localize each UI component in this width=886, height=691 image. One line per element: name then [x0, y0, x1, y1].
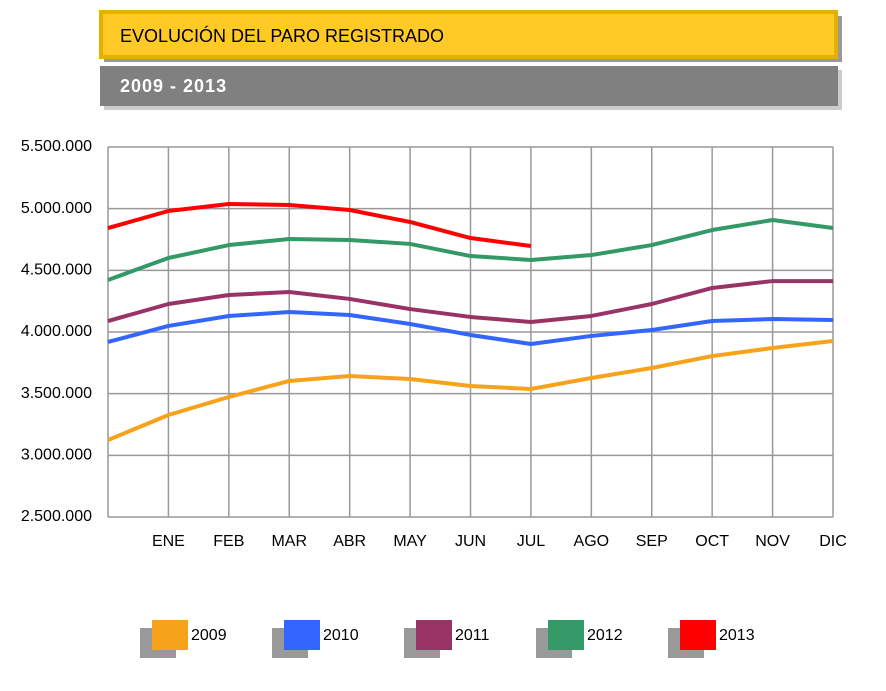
x-tick-label: MAY: [393, 533, 427, 550]
y-tick-label: 4.500.000: [21, 262, 92, 279]
x-tick-label: AGO: [574, 533, 610, 550]
x-tick-label: ABR: [333, 533, 366, 550]
x-tick-label: ENE: [152, 533, 185, 550]
series-line: [107, 279, 833, 325]
y-tick-label: 4.000.000: [21, 323, 92, 340]
x-tick-label: JUN: [455, 533, 486, 550]
x-tick-label: FEB: [213, 533, 244, 550]
legend-swatch: [680, 620, 716, 650]
x-tick-label: JUL: [517, 533, 546, 550]
x-tick-label: OCT: [695, 533, 729, 550]
legend-label: 2011: [455, 627, 490, 644]
y-tick-label: 5.000.000: [21, 200, 92, 217]
y-tick-label: 3.500.000: [21, 385, 92, 402]
chart-title: EVOLUCIÓN DEL PARO REGISTRADO: [120, 25, 444, 46]
series-line: [107, 201, 532, 249]
x-tick-label: DIC: [819, 533, 847, 550]
legend-label: 2012: [587, 627, 623, 644]
y-tick-label: 3.000.000: [21, 447, 92, 464]
legend-swatch: [416, 620, 452, 650]
legend-label: 2009: [191, 627, 227, 644]
x-tick-label: MAR: [271, 533, 307, 550]
legend-swatch: [284, 620, 320, 650]
series-line: [107, 218, 834, 282]
x-tick-label: SEP: [636, 533, 668, 550]
series-line: [107, 339, 834, 442]
title-box: [99, 10, 838, 59]
legend-swatch: [548, 620, 584, 650]
legend-label: 2010: [323, 627, 359, 644]
legend-label: 2013: [719, 627, 755, 644]
subtitle-box: [100, 66, 838, 106]
y-tick-label: 2.500.000: [21, 508, 92, 525]
legend-swatch: [152, 620, 188, 650]
x-tick-label: NOV: [755, 533, 790, 550]
y-tick-label: 5.500.000: [21, 138, 92, 155]
series-line: [107, 310, 834, 346]
chart-subtitle: 2009 - 2013: [120, 76, 227, 96]
